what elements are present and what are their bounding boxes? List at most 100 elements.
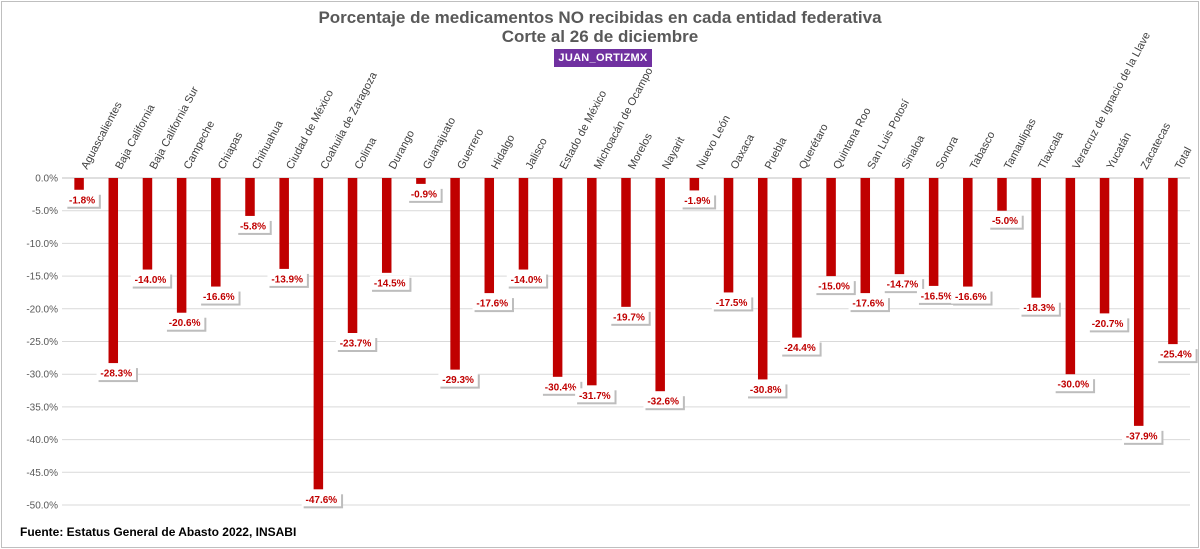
value-label-text: -0.9% [411, 189, 437, 200]
value-label-text: -14.0% [135, 275, 167, 286]
value-label: -16.5% [916, 288, 959, 305]
category-label: Nayarit [660, 135, 687, 171]
value-label-text: -20.6% [169, 318, 201, 329]
category-label: Zacatecas [1139, 121, 1174, 172]
y-axis-ticks: 0.0% -5.0% -10.0% -15.0% -20.0% -25.0% -30.0% -… [26, 174, 58, 512]
value-label-box [130, 272, 171, 287]
value-label-text: -16.5% [921, 291, 953, 302]
value-label-text: -47.6% [306, 495, 338, 506]
category-label: Campeche [182, 119, 218, 172]
value-label: -25.4% [1156, 347, 1198, 364]
category-label: Michoacán de Ocampo [592, 66, 656, 172]
value-label: -29.3% [438, 372, 480, 389]
chart-title: Porcentaje de medicamentos NO recibidas … [318, 8, 882, 27]
bar [928, 178, 939, 286]
value-label: -31.7% [575, 388, 617, 405]
value-label: -19.7% [609, 309, 651, 326]
value-label: -16.6% [199, 289, 241, 306]
value-label: -17.6% [848, 296, 890, 313]
value-label-text: -25.4% [1160, 350, 1192, 361]
y-tick-label: -10.0% [26, 239, 58, 250]
value-label: -5.8% [236, 218, 272, 235]
value-label-text: -30.0% [1058, 380, 1090, 391]
value-label-box [680, 193, 715, 208]
value-label-text: -28.3% [100, 369, 132, 380]
value-label-box [1019, 300, 1059, 315]
value-label-text: -15.0% [818, 282, 850, 293]
value-label-text: -32.6% [647, 397, 679, 408]
value-label-text: -29.3% [442, 375, 474, 386]
value-label: -47.6% [301, 492, 344, 509]
value-label-box [164, 315, 205, 330]
y-tick-label: -45.0% [26, 468, 58, 479]
y-tick-label: -50.0% [26, 501, 58, 512]
y-tick-label: -15.0% [26, 272, 58, 283]
y-tick-label: -40.0% [26, 435, 58, 446]
category-label: Tamaulipas [1002, 116, 1039, 171]
category-label: Oaxaca [729, 132, 758, 172]
value-label: -17.5% [711, 295, 754, 312]
value-label-box [609, 309, 649, 324]
y-tick-label: -35.0% [26, 402, 58, 413]
category-label: Colima [353, 135, 380, 172]
value-label-box [301, 492, 342, 507]
y-tick-label: -20.0% [26, 304, 58, 315]
category-label: Veracruz de Ignacio de la Llave [1070, 30, 1153, 171]
value-label-text: -30.8% [750, 385, 782, 396]
value-label-box [472, 296, 512, 311]
value-label-box [1087, 316, 1128, 331]
category-label: Tabasco [968, 130, 998, 172]
value-label-box [882, 277, 923, 292]
value-label-text: -37.9% [1126, 431, 1158, 442]
value-label-box [643, 394, 683, 409]
value-label-box [848, 296, 888, 311]
bar [860, 178, 871, 294]
value-label-box [370, 275, 410, 290]
category-label: Sinaloa [900, 133, 928, 172]
value-label-text: -17.5% [716, 298, 748, 309]
value-label-text: -14.7% [887, 280, 919, 291]
value-label-text: -5.0% [992, 216, 1018, 227]
value-label: -14.5% [370, 275, 412, 292]
bar [518, 178, 529, 270]
value-label: -16.6% [951, 289, 993, 306]
value-label-box [1053, 377, 1094, 392]
bar [621, 178, 631, 307]
value-label-box [96, 366, 136, 381]
value-label: -23.7% [335, 335, 378, 352]
value-label-text: -18.3% [1023, 303, 1055, 314]
value-label: -28.3% [96, 366, 138, 383]
value-label-box [199, 289, 239, 304]
value-label-box [951, 289, 991, 304]
category-label: Jalisco [524, 136, 550, 171]
category-label: Guanajuato [421, 116, 458, 172]
value-label-text: -13.9% [271, 274, 303, 285]
bar [1099, 178, 1110, 314]
bar [381, 178, 392, 273]
value-label-box [1156, 347, 1196, 362]
value-label-box [65, 192, 99, 207]
y-tick-label: 0.0% [35, 174, 58, 185]
category-label: Chiapas [216, 130, 246, 172]
bar [655, 178, 665, 392]
value-label: -13.9% [267, 271, 309, 288]
value-label: -1.8% [65, 192, 101, 209]
bar [450, 178, 460, 370]
value-label-text: -1.9% [684, 196, 710, 207]
value-label: -17.6% [472, 296, 514, 313]
bar [826, 178, 836, 277]
value-label-box [780, 340, 820, 355]
value-label: -30.0% [1053, 377, 1096, 394]
bar [176, 178, 187, 313]
value-label-text: -16.6% [203, 292, 235, 303]
value-label: -1.9% [680, 193, 717, 210]
bars [74, 178, 1178, 490]
value-label: -20.6% [164, 315, 207, 332]
y-tick-label: -30.0% [26, 370, 58, 381]
value-label-box [916, 288, 957, 303]
category-label: Guerrero [455, 127, 486, 172]
value-label: -20.7% [1087, 316, 1130, 333]
category-label: Sonora [934, 134, 962, 172]
category-label: Chihuahua [250, 118, 286, 171]
